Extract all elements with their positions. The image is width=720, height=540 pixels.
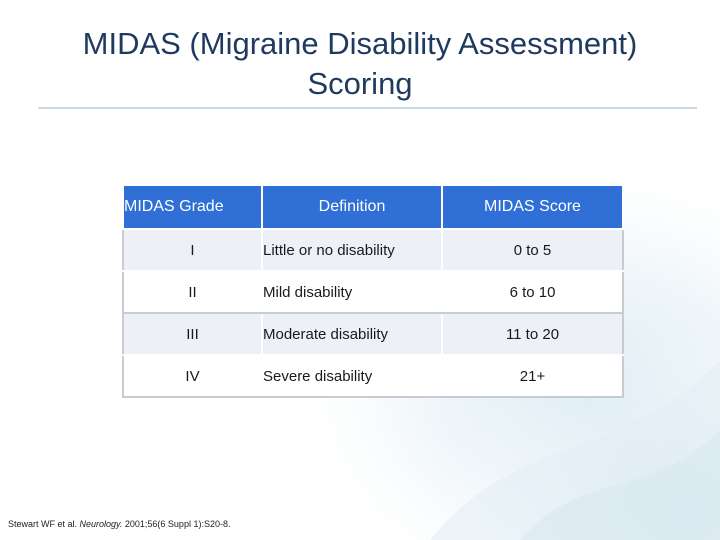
definition-cell: Severe disability [261, 354, 443, 398]
column-header-score: MIDAS Score [441, 184, 624, 230]
grade-cell: I [122, 228, 263, 272]
definition-cell: Moderate disability [261, 312, 443, 356]
title-line-2: Scoring [307, 66, 413, 101]
table-row: IV Severe disability 21+ [122, 354, 624, 398]
title-divider [38, 107, 697, 109]
citation-details: 2001;56(6 Suppl 1):S20-8. [122, 519, 231, 529]
table-row: II Mild disability 6 to 10 [122, 270, 624, 314]
table-row: III Moderate disability 11 to 20 [122, 312, 624, 356]
citation-journal: Neurology. [79, 519, 123, 529]
grade-cell: III [122, 312, 263, 356]
column-header-grade: MIDAS Grade [122, 184, 263, 230]
citation-authors: Stewart WF et al. [8, 519, 80, 529]
title-line-1: MIDAS (Migraine Disability Assessment) [82, 26, 638, 61]
grade-cell: II [122, 270, 263, 314]
definition-cell: Mild disability [261, 270, 443, 314]
page-title: MIDAS (Migraine Disability Assessment) S… [40, 24, 680, 104]
table-header-row: MIDAS Grade Definition MIDAS Score [122, 184, 624, 230]
citation: Stewart WF et al. Neurology. 2001;56(6 S… [8, 519, 230, 529]
grade-cell: IV [122, 354, 263, 398]
table-row: I Little or no disability 0 to 5 [122, 228, 624, 272]
column-header-definition: Definition [261, 184, 443, 230]
score-cell: 11 to 20 [441, 312, 624, 356]
score-cell: 0 to 5 [441, 228, 624, 272]
score-cell: 6 to 10 [441, 270, 624, 314]
score-cell: 21+ [441, 354, 624, 398]
midas-scoring-table: MIDAS Grade Definition MIDAS Score I Lit… [122, 184, 624, 398]
definition-cell: Little or no disability [261, 228, 443, 272]
